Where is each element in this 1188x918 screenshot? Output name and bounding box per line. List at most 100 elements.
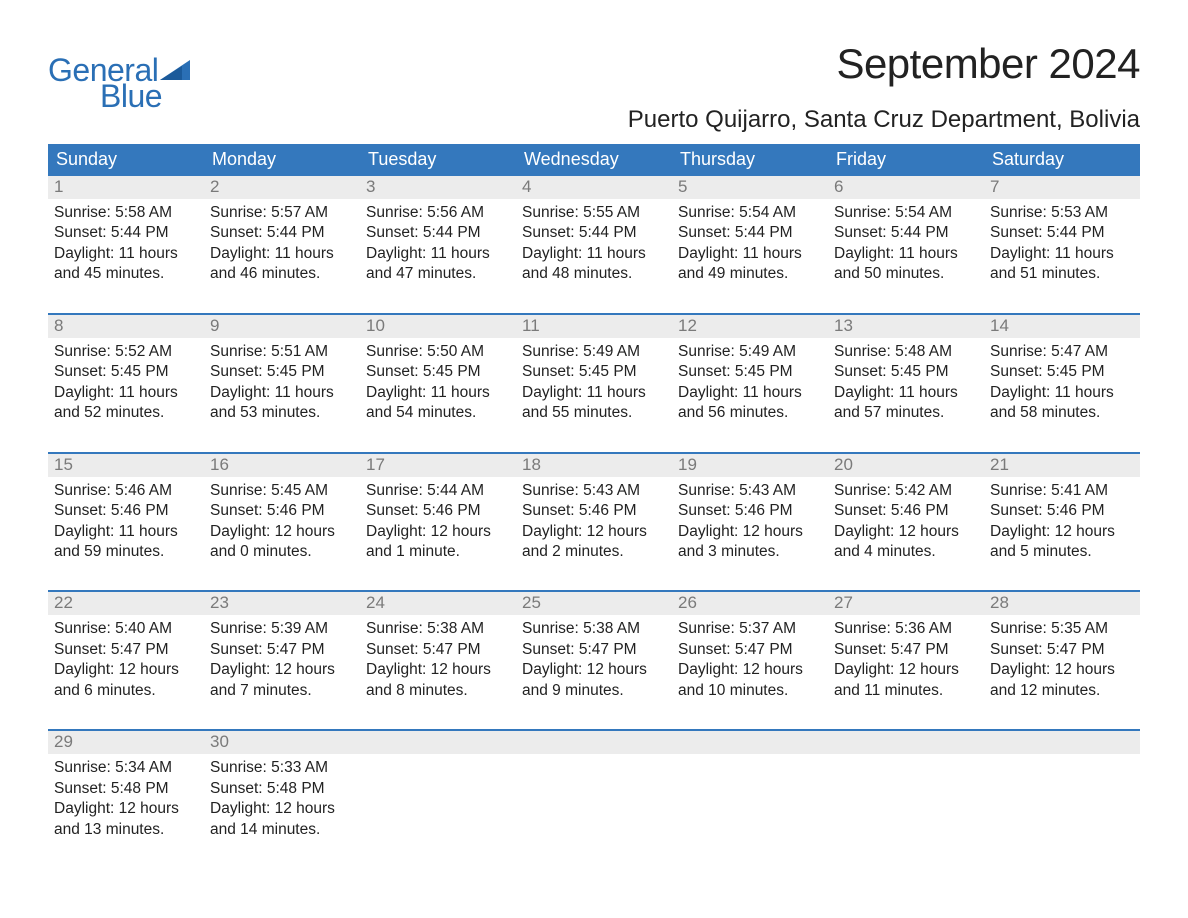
sunset-text: Sunset: 5:44 PM: [54, 223, 198, 243]
sunset-text: Sunset: 5:47 PM: [522, 640, 666, 660]
day-number: 25: [516, 592, 672, 615]
day-number: 7: [984, 176, 1140, 199]
sunset-text: Sunset: 5:47 PM: [54, 640, 198, 660]
daylight-text-line2: and 12 minutes.: [990, 681, 1134, 701]
day-number: [516, 731, 672, 754]
day-cells-row: Sunrise: 5:52 AMSunset: 5:45 PMDaylight:…: [48, 338, 1140, 452]
sunrise-text: Sunrise: 5:57 AM: [210, 203, 354, 223]
logo-text-blue: Blue: [100, 80, 190, 112]
day-number: [360, 731, 516, 754]
day-header-row: Sunday Monday Tuesday Wednesday Thursday…: [48, 144, 1140, 176]
sunrise-text: Sunrise: 5:45 AM: [210, 481, 354, 501]
day-number: 15: [48, 454, 204, 477]
daylight-text-line2: and 4 minutes.: [834, 542, 978, 562]
sunset-text: Sunset: 5:44 PM: [834, 223, 978, 243]
daylight-text-line1: Daylight: 12 hours: [366, 522, 510, 542]
daynum-row: 1234567: [48, 176, 1140, 199]
sunrise-text: Sunrise: 5:47 AM: [990, 342, 1134, 362]
daylight-text-line2: and 48 minutes.: [522, 264, 666, 284]
daylight-text-line1: Daylight: 11 hours: [54, 383, 198, 403]
day-number: 10: [360, 315, 516, 338]
sunrise-text: Sunrise: 5:54 AM: [834, 203, 978, 223]
sunrise-text: Sunrise: 5:44 AM: [366, 481, 510, 501]
daylight-text-line1: Daylight: 12 hours: [522, 660, 666, 680]
sunrise-text: Sunrise: 5:41 AM: [990, 481, 1134, 501]
day-cell: Sunrise: 5:41 AMSunset: 5:46 PMDaylight:…: [984, 477, 1140, 591]
sunset-text: Sunset: 5:44 PM: [522, 223, 666, 243]
sunset-text: Sunset: 5:46 PM: [990, 501, 1134, 521]
sunset-text: Sunset: 5:46 PM: [522, 501, 666, 521]
daylight-text-line2: and 49 minutes.: [678, 264, 822, 284]
daylight-text-line2: and 54 minutes.: [366, 403, 510, 423]
day-header-cell: Tuesday: [360, 144, 516, 176]
daylight-text-line1: Daylight: 11 hours: [366, 383, 510, 403]
day-cell: Sunrise: 5:39 AMSunset: 5:47 PMDaylight:…: [204, 615, 360, 729]
day-cell: Sunrise: 5:44 AMSunset: 5:46 PMDaylight:…: [360, 477, 516, 591]
daynum-row: 891011121314: [48, 315, 1140, 338]
sunset-text: Sunset: 5:45 PM: [210, 362, 354, 382]
day-cell: Sunrise: 5:35 AMSunset: 5:47 PMDaylight:…: [984, 615, 1140, 729]
day-cell: Sunrise: 5:50 AMSunset: 5:45 PMDaylight:…: [360, 338, 516, 452]
daylight-text-line1: Daylight: 11 hours: [366, 244, 510, 264]
sunrise-text: Sunrise: 5:35 AM: [990, 619, 1134, 639]
daylight-text-line2: and 53 minutes.: [210, 403, 354, 423]
day-number: 22: [48, 592, 204, 615]
sunset-text: Sunset: 5:45 PM: [522, 362, 666, 382]
daynum-row: 22232425262728: [48, 592, 1140, 615]
daylight-text-line2: and 47 minutes.: [366, 264, 510, 284]
sunset-text: Sunset: 5:47 PM: [678, 640, 822, 660]
daylight-text-line2: and 56 minutes.: [678, 403, 822, 423]
day-cell: Sunrise: 5:36 AMSunset: 5:47 PMDaylight:…: [828, 615, 984, 729]
day-number: 2: [204, 176, 360, 199]
daylight-text-line1: Daylight: 11 hours: [990, 383, 1134, 403]
sunrise-text: Sunrise: 5:48 AM: [834, 342, 978, 362]
day-cell: Sunrise: 5:47 AMSunset: 5:45 PMDaylight:…: [984, 338, 1140, 452]
day-cell: Sunrise: 5:57 AMSunset: 5:44 PMDaylight:…: [204, 199, 360, 313]
daylight-text-line1: Daylight: 12 hours: [210, 660, 354, 680]
day-cell: [828, 754, 984, 868]
sunrise-text: Sunrise: 5:38 AM: [366, 619, 510, 639]
day-number: 12: [672, 315, 828, 338]
daylight-text-line2: and 50 minutes.: [834, 264, 978, 284]
daylight-text-line2: and 46 minutes.: [210, 264, 354, 284]
sunset-text: Sunset: 5:45 PM: [366, 362, 510, 382]
sunrise-text: Sunrise: 5:42 AM: [834, 481, 978, 501]
daylight-text-line2: and 5 minutes.: [990, 542, 1134, 562]
sunset-text: Sunset: 5:44 PM: [990, 223, 1134, 243]
day-cell: Sunrise: 5:42 AMSunset: 5:46 PMDaylight:…: [828, 477, 984, 591]
day-number: 23: [204, 592, 360, 615]
day-cell: Sunrise: 5:46 AMSunset: 5:46 PMDaylight:…: [48, 477, 204, 591]
brand-logo: General Blue: [48, 40, 190, 112]
day-number: [984, 731, 1140, 754]
day-number: [828, 731, 984, 754]
sunset-text: Sunset: 5:47 PM: [990, 640, 1134, 660]
week-block: 15161718192021Sunrise: 5:46 AMSunset: 5:…: [48, 452, 1140, 591]
day-header-cell: Monday: [204, 144, 360, 176]
day-cell: [672, 754, 828, 868]
day-cells-row: Sunrise: 5:34 AMSunset: 5:48 PMDaylight:…: [48, 754, 1140, 868]
day-number: 28: [984, 592, 1140, 615]
daylight-text-line1: Daylight: 12 hours: [54, 799, 198, 819]
sunrise-text: Sunrise: 5:55 AM: [522, 203, 666, 223]
daylight-text-line1: Daylight: 12 hours: [834, 660, 978, 680]
sunrise-text: Sunrise: 5:56 AM: [366, 203, 510, 223]
daylight-text-line2: and 1 minute.: [366, 542, 510, 562]
sunset-text: Sunset: 5:45 PM: [54, 362, 198, 382]
sunrise-text: Sunrise: 5:43 AM: [522, 481, 666, 501]
month-title: September 2024: [628, 40, 1140, 88]
day-number: 26: [672, 592, 828, 615]
sunset-text: Sunset: 5:46 PM: [678, 501, 822, 521]
day-number: [672, 731, 828, 754]
day-cell: Sunrise: 5:43 AMSunset: 5:46 PMDaylight:…: [516, 477, 672, 591]
daylight-text-line2: and 6 minutes.: [54, 681, 198, 701]
day-cell: Sunrise: 5:55 AMSunset: 5:44 PMDaylight:…: [516, 199, 672, 313]
day-cell: Sunrise: 5:53 AMSunset: 5:44 PMDaylight:…: [984, 199, 1140, 313]
day-number: 5: [672, 176, 828, 199]
sunrise-text: Sunrise: 5:43 AM: [678, 481, 822, 501]
daylight-text-line2: and 59 minutes.: [54, 542, 198, 562]
daylight-text-line1: Daylight: 12 hours: [834, 522, 978, 542]
location-subtitle: Puerto Quijarro, Santa Cruz Department, …: [628, 106, 1140, 134]
daylight-text-line1: Daylight: 12 hours: [990, 660, 1134, 680]
daylight-text-line1: Daylight: 11 hours: [678, 383, 822, 403]
daylight-text-line1: Daylight: 12 hours: [366, 660, 510, 680]
